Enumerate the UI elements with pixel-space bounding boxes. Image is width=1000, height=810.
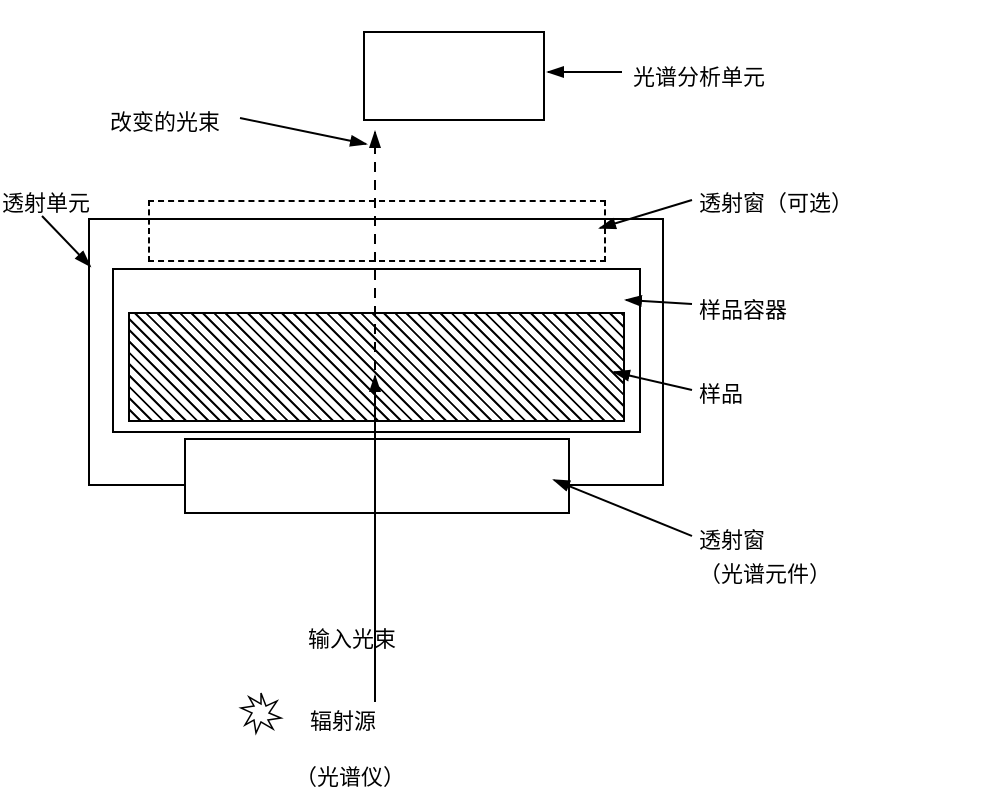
label-altered-beam: 改变的光束 bbox=[110, 105, 220, 137]
label-transmission-window-optional: 透射窗（可选） bbox=[699, 186, 853, 218]
label-sample-container: 样品容器 bbox=[699, 293, 787, 325]
transmission-window-bottom-box bbox=[184, 438, 570, 514]
label-radiation-source: 辐射源 bbox=[310, 704, 376, 736]
label-input-beam: 输入光束 bbox=[308, 622, 396, 654]
label-spectral-analysis-unit: 光谱分析单元 bbox=[633, 60, 765, 92]
label-transmission-unit: 透射单元 bbox=[2, 186, 90, 218]
sample-box bbox=[128, 312, 625, 422]
label-transmission-window: 透射窗 bbox=[699, 523, 765, 555]
label-sample: 样品 bbox=[699, 377, 743, 409]
diagram-container: 光谱分析单元 改变的光束 透射单元 透射窗（可选） 样品容器 样品 透射窗 （光… bbox=[0, 0, 1000, 810]
analysis-unit-box bbox=[363, 31, 545, 121]
transmission-window-optional-box bbox=[148, 200, 606, 262]
label-spectral-element: （光谱元件） bbox=[699, 557, 831, 589]
label-spectrometer: （光谱仪） bbox=[295, 760, 405, 792]
